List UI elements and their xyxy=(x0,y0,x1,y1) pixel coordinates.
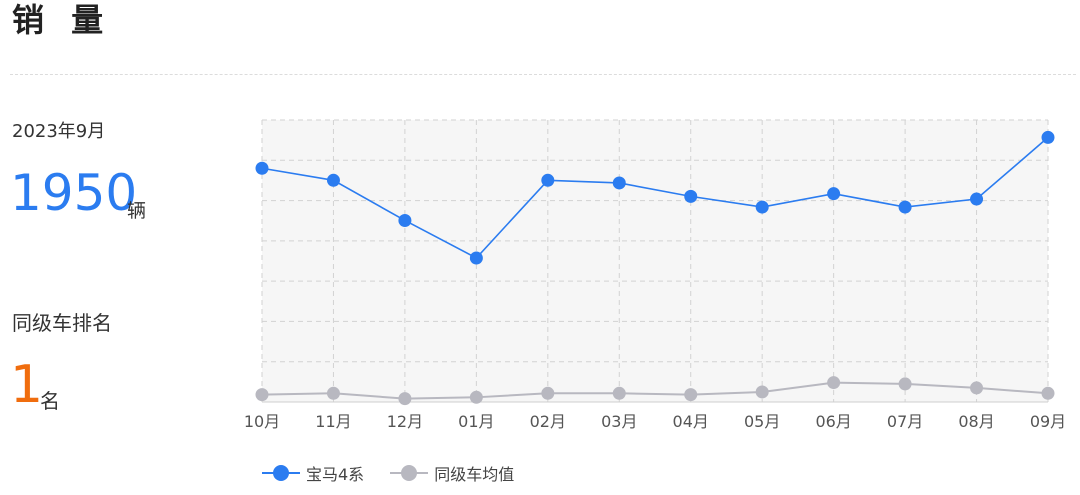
data-point-series-1 xyxy=(755,385,769,399)
x-tick-label: 01月 xyxy=(458,412,494,431)
x-tick-label: 08月 xyxy=(958,412,994,431)
rank-unit: 名 xyxy=(40,389,60,413)
series-line-1 xyxy=(261,381,1049,400)
x-tick-label: 07月 xyxy=(887,412,923,431)
data-point-series-0 xyxy=(755,200,769,214)
period-label: 2023年9月 xyxy=(12,121,106,142)
x-tick-label: 12月 xyxy=(387,412,423,431)
data-point-series-1 xyxy=(541,386,555,400)
x-tick-label: 02月 xyxy=(530,412,566,431)
data-point-series-0 xyxy=(541,173,555,187)
data-point-series-0 xyxy=(469,251,483,265)
legend-label-series-1: 同级车均值 xyxy=(434,465,515,484)
data-point-series-1 xyxy=(326,386,340,400)
x-tick-label: 05月 xyxy=(744,412,780,431)
plot-area xyxy=(262,120,1048,402)
legend-label-series-0: 宝马4系 xyxy=(306,465,365,484)
x-tick-label: 03月 xyxy=(601,412,637,431)
sales-unit: 辆 xyxy=(127,200,147,222)
sales-value: 1950 xyxy=(10,164,138,222)
x-tick-label: 10月 xyxy=(244,412,280,431)
data-point-series-1 xyxy=(255,388,269,402)
x-tick-label: 04月 xyxy=(673,412,709,431)
data-point-series-1 xyxy=(684,388,698,402)
series-line-0 xyxy=(261,136,1049,259)
data-point-series-1 xyxy=(612,386,626,400)
legend-item-series-0[interactable]: 宝马4系 xyxy=(262,461,364,485)
data-point-series-1 xyxy=(898,377,912,391)
data-point-series-1 xyxy=(469,390,483,404)
data-point-series-0 xyxy=(326,173,340,187)
rank-label: 同级车排名 xyxy=(12,311,112,335)
data-point-series-0 xyxy=(1041,130,1055,144)
data-point-series-0 xyxy=(684,189,698,203)
divider xyxy=(10,74,1076,75)
x-tick-label: 06月 xyxy=(815,412,851,431)
data-point-series-0 xyxy=(255,161,269,175)
data-point-series-1 xyxy=(1041,386,1055,400)
data-point-series-1 xyxy=(827,376,841,390)
rank-value: 1 xyxy=(10,355,44,415)
data-point-series-0 xyxy=(898,200,912,214)
page-title: 销 量 xyxy=(12,1,112,39)
legend-item-series-1[interactable]: 同级车均值 xyxy=(390,461,514,485)
data-point-series-0 xyxy=(398,213,412,227)
chart-legend: 宝马4系 同级车均值 xyxy=(262,462,540,484)
legend-swatch-series-0 xyxy=(262,464,300,482)
x-tick-label: 11月 xyxy=(315,412,351,431)
data-point-series-0 xyxy=(612,176,626,190)
legend-swatch-series-1 xyxy=(390,464,429,482)
data-point-series-0 xyxy=(827,187,841,201)
x-tick-label: 09月 xyxy=(1030,412,1066,431)
data-point-series-1 xyxy=(398,392,412,406)
data-point-series-0 xyxy=(970,192,984,206)
data-point-series-1 xyxy=(970,381,984,395)
